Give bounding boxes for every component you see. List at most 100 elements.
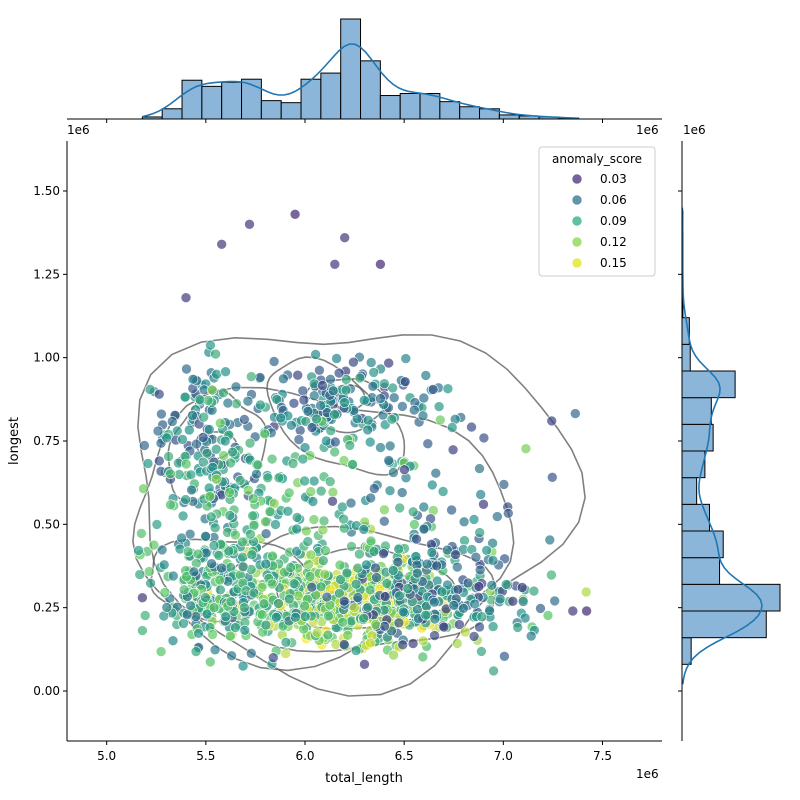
x-tick-label: 5.5: [196, 749, 215, 763]
scatter-point: [244, 437, 256, 449]
scatter-point: [291, 523, 303, 535]
scatter-point: [304, 571, 316, 582]
scatter-point: [208, 602, 220, 613]
legend-entries: 0.03 0.06 0.09 0.12 0.15: [571, 172, 627, 270]
scatter-point: [426, 479, 438, 491]
scatter-point: [268, 356, 280, 367]
y-hist-bar: [681, 610, 767, 639]
scatter-point: [458, 516, 470, 528]
scatter-point: [193, 627, 204, 639]
scatter-point: [347, 459, 358, 470]
scatter-point: [502, 507, 514, 519]
scatter-point: [325, 425, 337, 437]
legend-title: anomaly_score: [552, 152, 642, 166]
legend-entry-label: 0.06: [600, 193, 627, 207]
scatter-point: [322, 629, 334, 641]
scatter-point: [394, 502, 406, 514]
scatter-point: [318, 515, 330, 527]
scatter-point: [155, 646, 167, 657]
scatter-point: [246, 371, 257, 382]
scatter-point: [201, 608, 213, 620]
scatter-point: [230, 622, 241, 633]
scatter-point: [256, 581, 268, 593]
scatter-point: [337, 616, 349, 628]
scatter-point: [310, 349, 321, 360]
scatter-point: [371, 572, 382, 583]
scatter-point: [283, 593, 295, 605]
scatter-point: [237, 551, 248, 563]
scatter-point: [329, 436, 341, 448]
scatter-point: [209, 522, 221, 534]
y-tick-label: 0.00: [33, 684, 60, 698]
scatter-point: [156, 544, 168, 556]
scatter-point: [136, 528, 147, 539]
scatter-point: [468, 514, 480, 525]
scatter-point: [411, 567, 423, 579]
scatter-point: [315, 485, 327, 497]
scatter-point: [340, 374, 352, 385]
scatter-point: [280, 648, 292, 659]
scatter-point: [297, 385, 309, 397]
scatter-point: [379, 378, 390, 390]
scatter-point: [259, 428, 271, 440]
scatter-point: [334, 559, 346, 571]
legend-entry-label: 0.12: [600, 235, 627, 249]
scatter-point: [458, 602, 469, 614]
scatter-point: [282, 505, 294, 517]
x-hist-bar: [399, 92, 421, 120]
scatter-point: [285, 562, 296, 573]
scatter-point: [350, 578, 362, 590]
scatter-point: [248, 587, 260, 599]
scatter-point: [237, 561, 249, 573]
scatter-point: [230, 529, 241, 541]
scatter-point: [280, 636, 292, 648]
scatter-point: [481, 545, 493, 556]
scatter-point: [429, 613, 441, 625]
scatter-point: [397, 639, 409, 651]
scatter-point: [525, 630, 537, 642]
scatter-point: [500, 579, 512, 590]
legend-marker: [571, 257, 583, 269]
scatter-point: [499, 650, 510, 662]
scatter-point: [333, 367, 345, 379]
scatter-point: [289, 209, 301, 220]
scatter-point: [486, 579, 498, 591]
scatter-point: [418, 392, 430, 404]
scatter-point: [206, 384, 218, 396]
scatter-point: [239, 602, 250, 614]
scatter-point: [311, 627, 323, 638]
scatter-point: [302, 536, 314, 547]
scatter-point: [167, 416, 178, 427]
scatter-point: [317, 380, 328, 391]
scatter-point: [469, 598, 481, 610]
scatter-point: [213, 550, 225, 561]
scatter-point: [210, 348, 221, 360]
scatter-point: [299, 442, 311, 453]
scatter-point: [546, 471, 558, 483]
y-hist-bar: [681, 397, 712, 425]
scatter-point: [420, 609, 432, 621]
scatter-point: [278, 373, 289, 385]
scatter-point: [145, 577, 156, 589]
scatter-point: [350, 645, 362, 656]
scatter-point: [407, 506, 419, 518]
scatter-point: [206, 511, 217, 523]
scatter-point: [151, 519, 163, 530]
legend-marker: [571, 173, 583, 185]
scatter-point: [163, 451, 174, 462]
scatter-point: [307, 496, 319, 507]
scatter-point: [251, 468, 262, 480]
scatter-point: [580, 586, 592, 598]
scatter-point: [329, 446, 341, 458]
scatter-point: [152, 425, 164, 437]
scatter-point: [494, 593, 506, 605]
scatter-point: [153, 388, 165, 400]
x-hist-bar: [459, 106, 481, 120]
scatter-point: [446, 422, 458, 433]
scatter-point: [224, 510, 236, 521]
scatter-point: [420, 370, 432, 381]
scatter-point: [364, 436, 376, 448]
scatter-point: [204, 491, 216, 502]
scatter-point: [138, 483, 149, 495]
scatter-point: [375, 442, 386, 453]
